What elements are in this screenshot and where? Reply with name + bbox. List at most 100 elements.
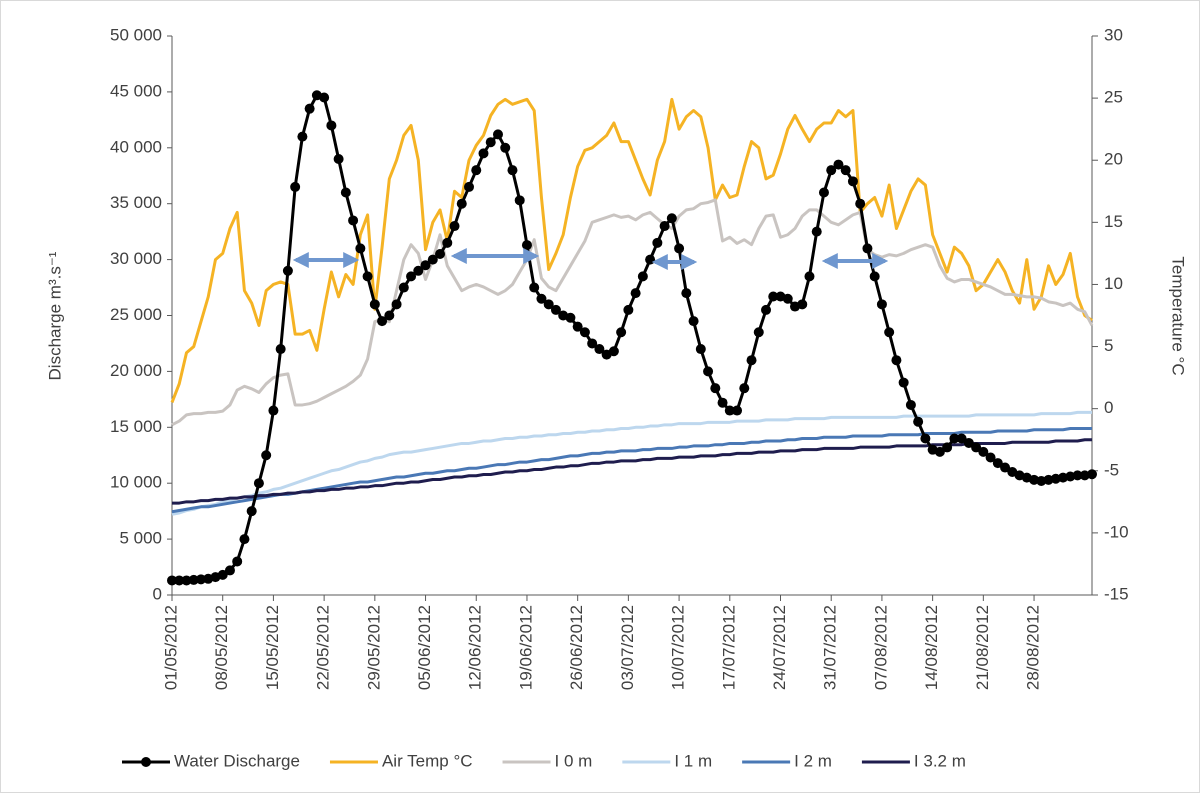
data-point: [782, 293, 793, 304]
data-point: [666, 213, 677, 224]
data-point: [521, 240, 532, 251]
x-tick-label: 15/05/2012: [263, 605, 282, 690]
data-point: [492, 129, 503, 140]
data-point: [471, 165, 482, 176]
data-point: [630, 288, 641, 299]
data-point: [623, 304, 634, 315]
x-tick-label: 21/08/2012: [973, 605, 992, 690]
series-line: [172, 438, 1092, 505]
x-tick-label: 14/08/2012: [922, 605, 941, 690]
data-point: [232, 556, 243, 567]
data-point: [833, 159, 844, 170]
series-line: [171, 410, 1092, 516]
data-point: [732, 405, 743, 416]
legend-label: Air Temp °C: [382, 751, 473, 770]
data-point: [637, 271, 648, 282]
legend-label: Water Discharge: [174, 751, 300, 770]
data-point: [167, 575, 177, 586]
y-tick-label: 25 000: [110, 305, 162, 324]
data-point: [485, 137, 496, 148]
data-point: [688, 316, 699, 327]
data-point: [855, 198, 866, 209]
duration-arrows: [292, 248, 889, 270]
x-tick-label: 17/07/2012: [719, 605, 738, 690]
data-point: [739, 383, 750, 394]
y2-tick-label: -10: [1104, 522, 1129, 541]
y2-tick-label: 10: [1104, 274, 1123, 293]
data-point: [406, 271, 417, 282]
data-point: [645, 254, 656, 265]
data-point: [398, 282, 409, 293]
data-point: [913, 416, 924, 427]
x-tick-label: 08/05/2012: [212, 605, 231, 690]
data-point: [934, 446, 945, 457]
data-point: [246, 506, 257, 517]
data-point: [427, 254, 438, 265]
y2-tick-label: 30: [1104, 25, 1123, 44]
series-line: [171, 198, 1094, 427]
data-point: [456, 198, 467, 209]
data-point: [898, 377, 909, 388]
legend-marker: [141, 757, 151, 767]
data-point: [224, 565, 235, 576]
data-point: [529, 282, 540, 293]
y-tick-label: 45 000: [110, 81, 162, 100]
data-point: [275, 344, 286, 355]
x-tick-label: 10/07/2012: [669, 605, 688, 690]
data-point: [920, 433, 931, 444]
data-point: [1087, 469, 1097, 480]
data-point: [971, 442, 982, 453]
data-point: [478, 148, 489, 159]
data-point: [188, 574, 199, 585]
data-point: [369, 299, 380, 310]
data-point: [876, 299, 887, 310]
data-point: [413, 265, 424, 276]
y2-tick-label: -5: [1104, 460, 1119, 479]
data-point: [753, 327, 764, 338]
data-point: [464, 181, 475, 192]
x-tick-label: 19/06/2012: [516, 605, 535, 690]
data-point: [195, 574, 206, 585]
y2-tick-label: 15: [1104, 212, 1123, 231]
y2-tick-label: -15: [1104, 584, 1129, 603]
data-point: [695, 344, 706, 355]
legend-label: I 1 m: [674, 751, 712, 770]
data-point: [608, 346, 619, 357]
data-point: [869, 271, 880, 282]
x-tick-label: 22/05/2012: [314, 605, 333, 690]
x-tick-label: 12/06/2012: [466, 605, 485, 690]
data-point: [978, 446, 989, 457]
data-point: [746, 355, 757, 366]
data-point: [1000, 462, 1011, 473]
data-point: [804, 271, 815, 282]
x-tick-label: 29/05/2012: [364, 605, 383, 690]
y-tick-label: 15 000: [110, 417, 162, 436]
y2-tick-label: 25: [1104, 88, 1123, 107]
data-point: [435, 249, 446, 260]
data-point: [420, 260, 431, 271]
data-point: [797, 299, 808, 310]
data-point: [261, 450, 272, 461]
data-point: [659, 221, 670, 232]
data-point: [442, 237, 453, 248]
legend-label: I 2 m: [794, 751, 832, 770]
data-point: [616, 327, 627, 338]
data-point: [377, 316, 388, 327]
data-point: [818, 187, 829, 198]
data-point: [297, 131, 308, 142]
data-point: [304, 103, 315, 114]
data-point: [239, 534, 250, 545]
data-point: [362, 271, 373, 282]
data-point: [550, 304, 561, 315]
y-tick-label: 0: [153, 584, 162, 603]
y2-tick-label: 5: [1104, 336, 1113, 355]
legend-label: I 3.2 m: [914, 751, 966, 770]
data-point: [949, 433, 960, 444]
data-point: [992, 458, 1003, 469]
x-tick-label: 31/07/2012: [821, 605, 840, 690]
data-point: [862, 243, 873, 254]
y-axis-label: Discharge m³.s⁻¹: [45, 251, 64, 380]
